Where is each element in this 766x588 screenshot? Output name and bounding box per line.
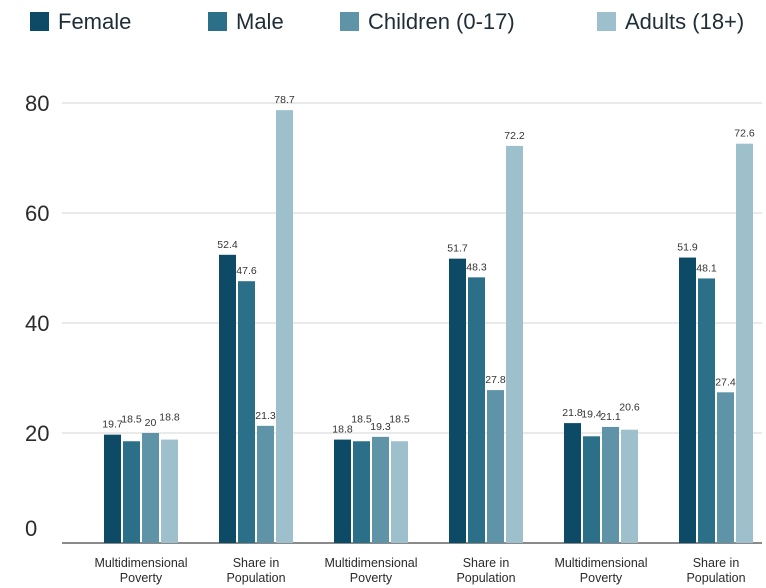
- data-label-female-2: 52.4: [217, 239, 238, 251]
- x-tick-line: Poverty: [120, 571, 163, 585]
- bar-children-0-17-1: [142, 433, 159, 543]
- bar-female-2: [219, 254, 236, 544]
- legend-label: Female: [58, 9, 131, 34]
- data-label-female-3: 18.8: [332, 424, 353, 436]
- bar-female-5: [564, 423, 581, 543]
- x-tick-label: Share in Population: [686, 556, 745, 585]
- legend-swatch: [340, 12, 359, 31]
- bar-adults-18-2: [276, 110, 293, 544]
- y-tick-label: 0: [25, 516, 37, 541]
- x-tick-line: Population: [686, 571, 745, 585]
- y-tick-label: 20: [25, 421, 49, 446]
- data-label-adults-18-6: 72.6: [734, 128, 755, 140]
- bar-female-3: [334, 439, 351, 543]
- bar-female-4: [449, 258, 466, 543]
- bar-male-1: [123, 441, 140, 543]
- x-tick-label: Multidimensional Poverty: [94, 556, 187, 585]
- bar-adults-18-4: [506, 145, 523, 543]
- data-label-male-3: 18.5: [351, 413, 372, 425]
- bar-female-1: [104, 434, 121, 543]
- bar-male-6: [698, 278, 715, 543]
- bar-children-0-17-2: [257, 425, 274, 543]
- bar-male-3: [353, 441, 370, 543]
- x-tick-line: Share in: [463, 556, 510, 570]
- data-label-male-5: 19.4: [581, 408, 602, 420]
- data-label-female-5: 21.8: [562, 407, 583, 419]
- x-tick-label: Share in Population: [456, 556, 515, 585]
- x-tick-label: Multidimensional Poverty: [324, 556, 417, 585]
- data-label-children-0-17-6: 27.4: [715, 376, 736, 388]
- bar-female-6: [679, 257, 696, 543]
- x-tick-line: Share in: [233, 556, 280, 570]
- gridlines: [62, 102, 762, 544]
- bar-children-0-17-5: [602, 426, 619, 543]
- data-label-children-0-17-4: 27.8: [485, 374, 506, 386]
- legend: Female Male Children (0-17) Adults (18+): [30, 9, 744, 34]
- legend-label: Children (0-17): [368, 9, 515, 34]
- x-tick-line: Multidimensional: [324, 556, 417, 570]
- bar-children-0-17-3: [372, 436, 389, 543]
- data-label-adults-18-2: 78.7: [274, 94, 295, 106]
- y-tick-label: 40: [25, 311, 49, 336]
- x-tick-label: Share in Population: [226, 556, 285, 585]
- data-label-adults-18-4: 72.2: [504, 130, 525, 142]
- legend-swatch: [208, 12, 227, 31]
- data-label-male-2: 47.6: [236, 265, 257, 277]
- bar-children-0-17-6: [717, 392, 734, 543]
- bar-adults-18-3: [391, 441, 408, 543]
- data-label-children-0-17-5: 21.1: [600, 411, 621, 423]
- data-label-female-6: 51.9: [677, 242, 698, 254]
- legend-item-female: Female: [30, 9, 131, 34]
- data-label-children-0-17-1: 20: [145, 417, 157, 429]
- data-label-adults-18-3: 18.5: [389, 413, 410, 425]
- legend-swatch: [30, 12, 49, 31]
- data-label-children-0-17-2: 21.3: [255, 410, 276, 422]
- y-axis-ticks: 0 20 40 60 80: [25, 91, 49, 541]
- data-label-adults-18-5: 20.6: [619, 402, 640, 414]
- legend-item-adults-18: Adults (18+): [597, 9, 744, 34]
- bar-children-0-17-4: [487, 390, 504, 543]
- x-tick-line: Population: [456, 571, 515, 585]
- data-label-children-0-17-3: 19.3: [370, 421, 391, 433]
- data-label-male-1: 18.5: [121, 413, 142, 425]
- legend-swatch: [597, 12, 616, 31]
- bar-adults-18-6: [736, 143, 753, 543]
- bars: [104, 110, 753, 544]
- data-labels: 19.718.5 20 18.852.447.621.378.718.818.519…: [102, 94, 755, 435]
- bar-male-2: [238, 281, 255, 543]
- x-tick-line: Share in: [693, 556, 740, 570]
- data-label-male-6: 48.1: [696, 262, 717, 274]
- data-label-male-4: 48.3: [466, 261, 487, 273]
- y-tick-label: 60: [25, 201, 49, 226]
- x-tick-line: Multidimensional: [554, 556, 647, 570]
- bar-adults-18-1: [161, 439, 178, 543]
- x-tick-line: Multidimensional: [94, 556, 187, 570]
- x-tick-line: Poverty: [580, 571, 623, 585]
- legend-item-children-0-17: Children (0-17): [340, 9, 515, 34]
- data-label-female-4: 51.7: [447, 243, 468, 255]
- legend-label: Adults (18+): [625, 9, 744, 34]
- bar-male-4: [468, 277, 485, 543]
- x-tick-line: Poverty: [350, 571, 393, 585]
- data-label-adults-18-1: 18.8: [159, 412, 180, 424]
- legend-item-male: Male: [208, 9, 284, 34]
- x-tick-line: Population: [226, 571, 285, 585]
- data-label-female-1: 19.7: [102, 419, 123, 431]
- bar-male-5: [583, 436, 600, 543]
- legend-label: Male: [236, 9, 284, 34]
- x-tick-label: Multidimensional Poverty: [554, 556, 647, 585]
- y-tick-label: 80: [25, 91, 49, 116]
- bar-adults-18-5: [621, 429, 638, 543]
